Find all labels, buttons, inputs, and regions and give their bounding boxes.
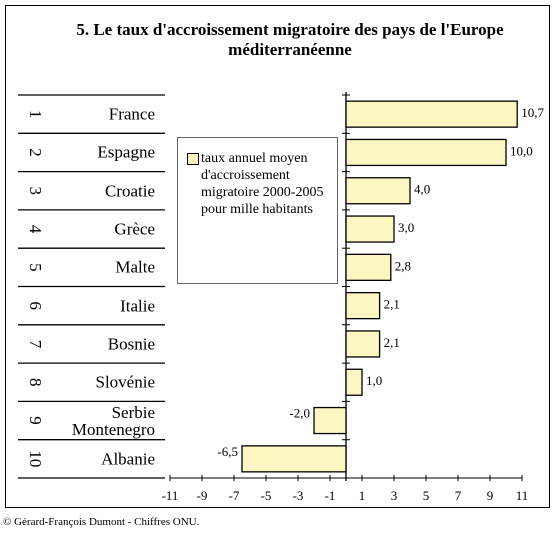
- x-tick-label: 9: [487, 488, 494, 503]
- bar: [345, 177, 411, 205]
- x-tick-label: -5: [261, 488, 272, 503]
- rank-label: 9: [26, 416, 45, 425]
- x-tick-label: 3: [391, 488, 398, 503]
- rank-label: 2: [26, 148, 45, 157]
- rank-label: 5: [26, 263, 45, 272]
- chart-title: 5. Le taux d'accroissement migratoire de…: [76, 20, 504, 59]
- value-label: 3,0: [398, 220, 414, 235]
- legend-swatch: [187, 153, 199, 165]
- value-label: 2,8: [395, 258, 411, 273]
- rank-label: 10: [26, 450, 45, 467]
- rank-label: 8: [26, 378, 45, 387]
- value-label: -6,5: [217, 444, 238, 459]
- category-label: Espagne: [97, 142, 155, 162]
- x-tick-label: -1: [325, 488, 336, 503]
- category-label: Malte: [115, 257, 155, 277]
- rank-label: 7: [26, 340, 45, 349]
- value-label: 1,0: [366, 373, 382, 388]
- rank-label: 3: [26, 187, 45, 196]
- x-tick-label: -11: [162, 488, 179, 503]
- category-label: France: [108, 104, 155, 124]
- category-label: Croatie: [104, 181, 155, 201]
- x-tick-label: -9: [197, 488, 208, 503]
- bar: [345, 330, 381, 358]
- rank-label: 1: [26, 110, 45, 119]
- rank-label: 6: [26, 301, 45, 310]
- bar: [345, 368, 363, 396]
- x-tick-label: 11: [516, 488, 529, 503]
- bar: [313, 406, 347, 435]
- x-tick-label: -7: [229, 488, 240, 503]
- frame: [5, 5, 550, 508]
- category-label: Italie: [120, 296, 155, 316]
- bar: [345, 291, 381, 320]
- x-tick-label: 1: [359, 488, 366, 503]
- category-label: Grèce: [114, 219, 155, 239]
- bar: [345, 138, 507, 167]
- value-label: 10,7: [521, 105, 544, 120]
- category-label: Bosnie: [107, 334, 155, 354]
- x-tick-label: 7: [455, 488, 462, 503]
- category-label: Slovénie: [95, 372, 156, 392]
- bar: [241, 445, 347, 473]
- legend-box: [177, 137, 338, 284]
- value-label: 2,1: [384, 297, 400, 312]
- bar: [345, 215, 395, 243]
- value-label: 2,1: [384, 335, 400, 350]
- value-label: -2,0: [289, 406, 310, 421]
- value-label: 4,0: [414, 182, 430, 197]
- legend-label: taux annuel moyen d'accroissement migrat…: [201, 151, 324, 217]
- x-tick-label: 5: [423, 488, 430, 503]
- source: © Gérard-François Dumont - Chiffres ONU.: [3, 516, 200, 528]
- category-label: Albanie: [101, 449, 155, 469]
- bar: [345, 253, 392, 282]
- rank-label: 4: [26, 225, 45, 234]
- bar: [345, 100, 518, 128]
- x-tick-label: -3: [293, 488, 304, 503]
- value-label: 10,0: [510, 143, 533, 158]
- category-label: Serbie Montenegro: [71, 402, 155, 439]
